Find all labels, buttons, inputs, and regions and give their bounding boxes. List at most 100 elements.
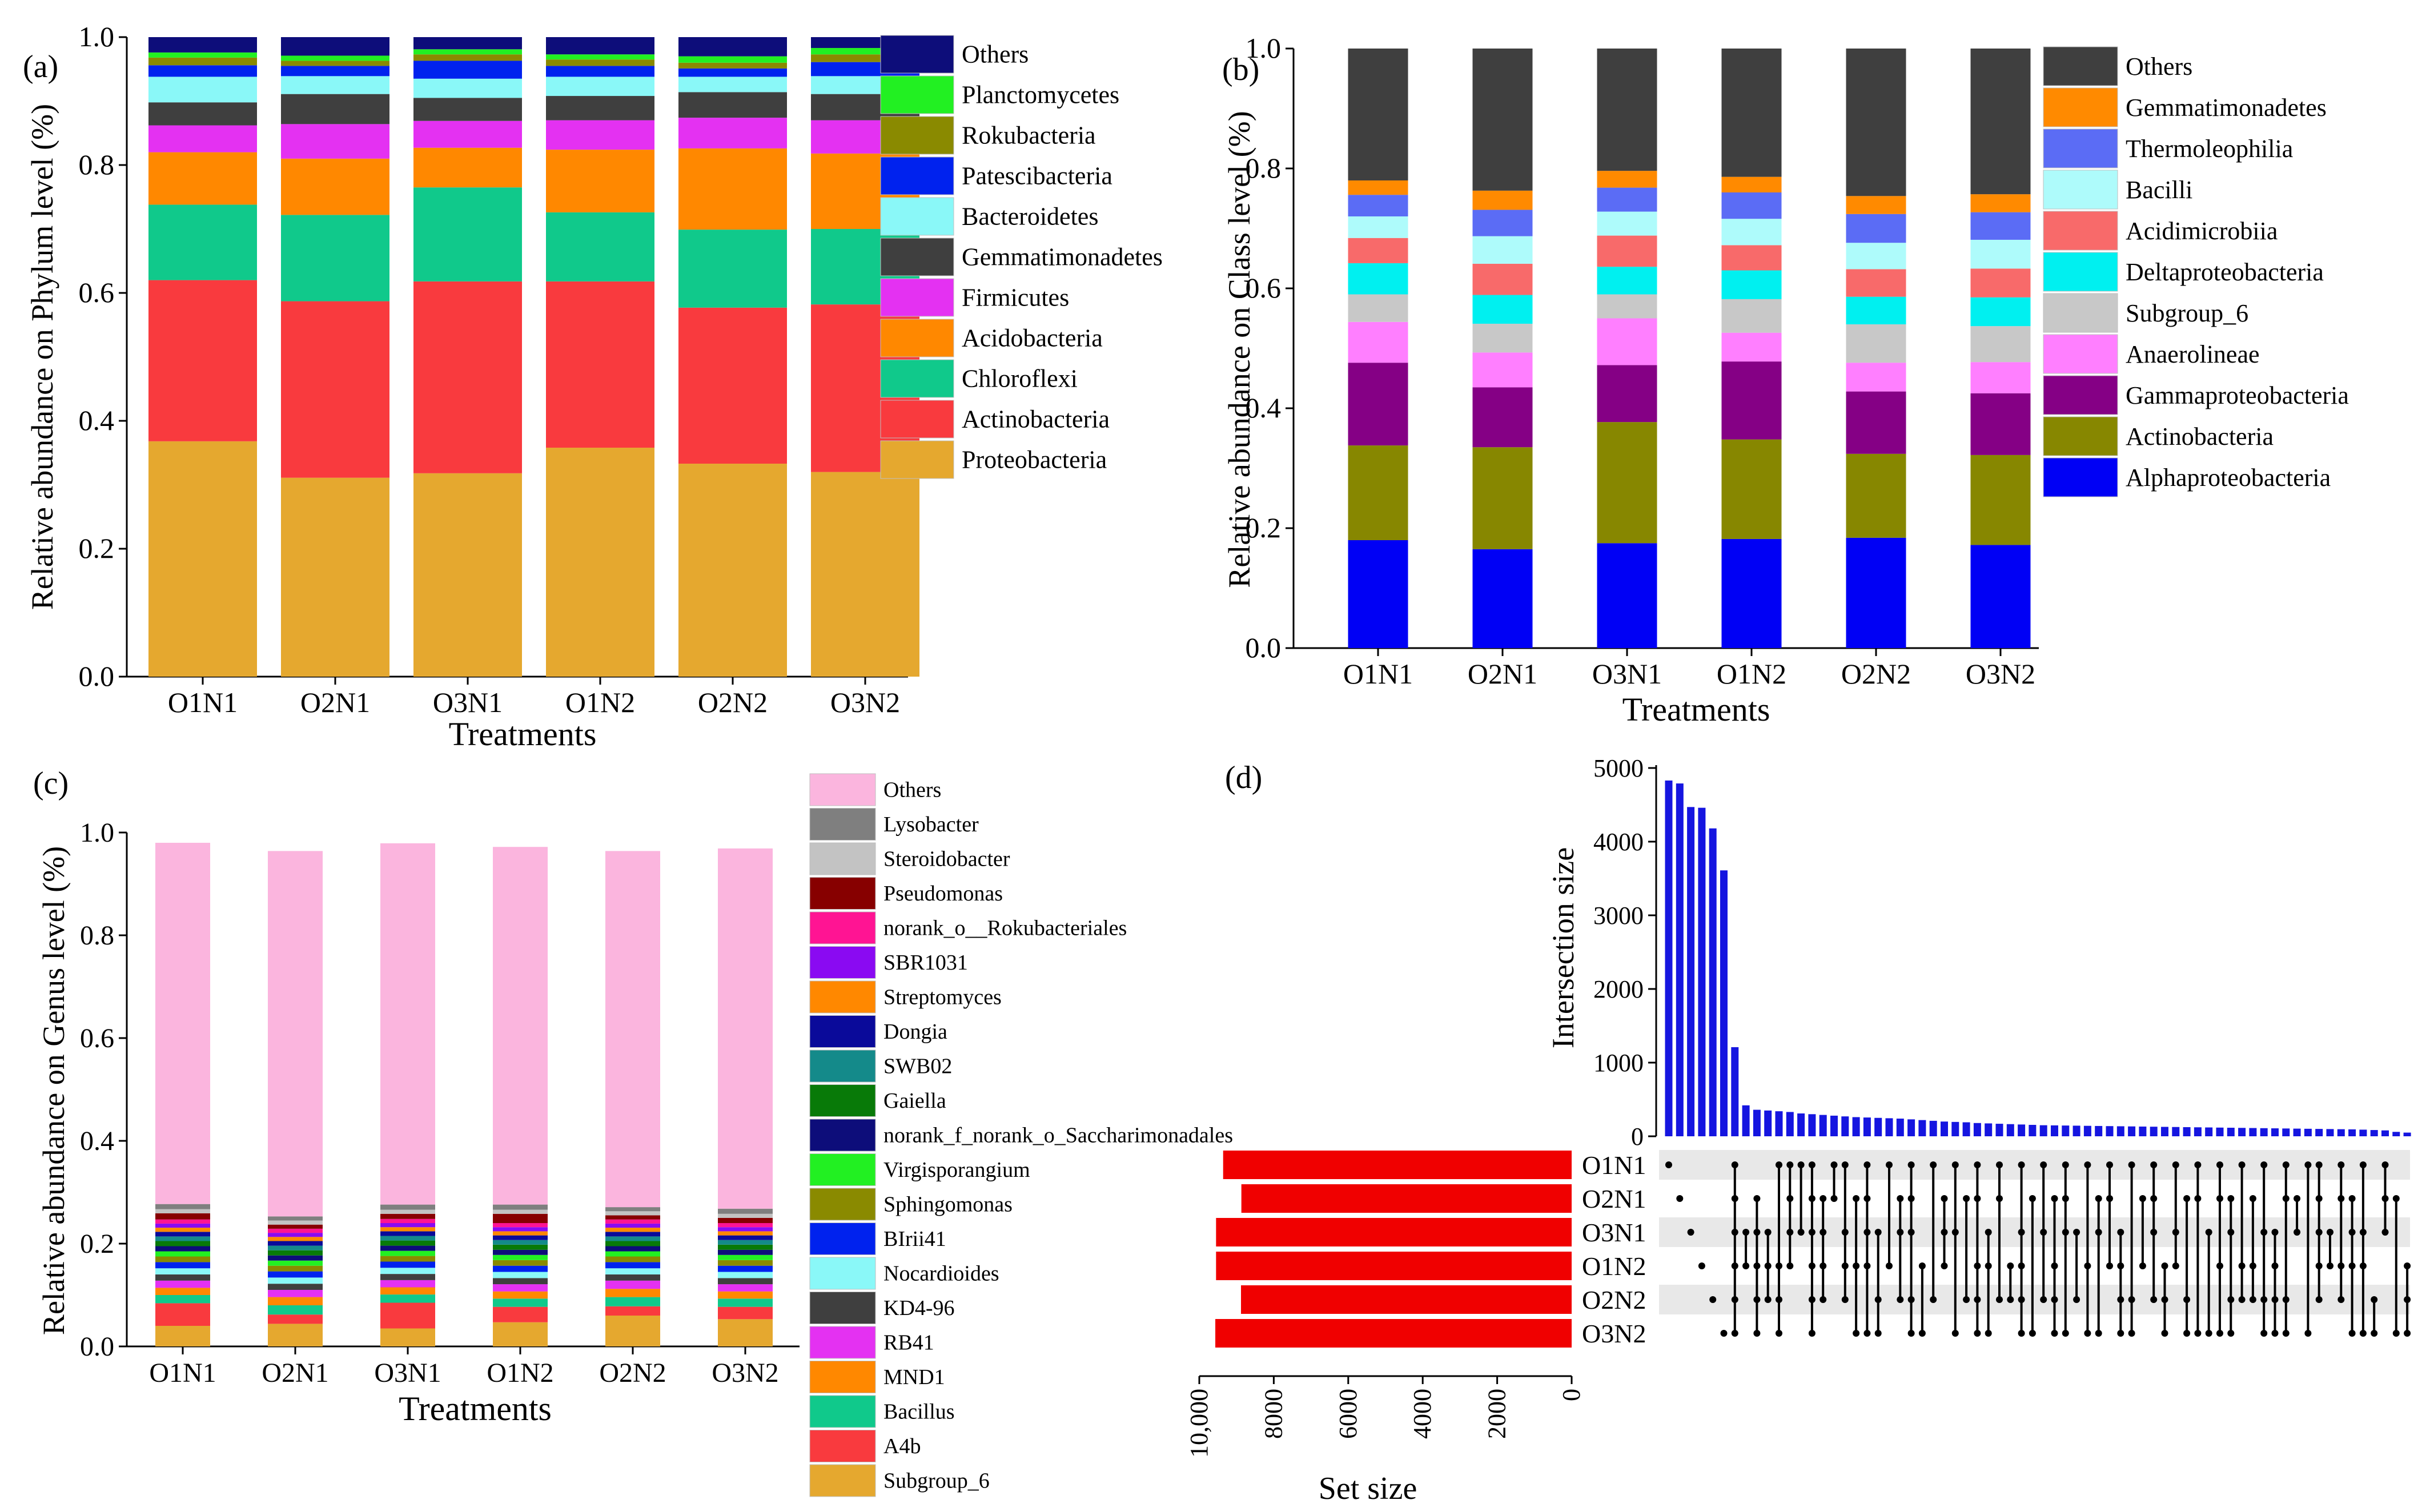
legend-label-bacillus: Bacillus	[883, 1400, 955, 1423]
legend-label-swb02: SWB02	[883, 1054, 952, 1078]
bar-gaiella-o3n2	[718, 1244, 773, 1250]
legend-swatch-streptomyces	[809, 980, 876, 1014]
bar-chloroflexi-o1n2	[546, 212, 654, 282]
bar-patescibacteria-o3n1	[413, 61, 522, 79]
bar-planctomycetes-o2n1	[281, 55, 389, 61]
y-tick-label: 0.4	[79, 404, 115, 436]
matrix-dot	[1985, 1229, 1992, 1236]
bar-thermoleophilia-o1n2	[1721, 192, 1782, 219]
panel-b-plot: 0.00.20.40.60.81.0 O1N1 O2N1 O3N1 O1N2 O2N2 O…	[1222, 32, 2349, 728]
panel-d-matrix	[1665, 1161, 2411, 1337]
y-tick-label: 0.0	[80, 1332, 114, 1362]
panel-a-x-ticks: O1N1 O2N1 O3N1 O1N2 O2N2 O3N2	[168, 677, 900, 718]
bar-deltaproteobacteria-o2n2	[1846, 296, 1906, 324]
legend-swatch-lysobacter	[809, 808, 876, 841]
bar-chloroflexi-o1n1	[148, 204, 257, 280]
bar-mnd1-o3n1	[380, 1287, 435, 1295]
matrix-dot	[1808, 1229, 1816, 1236]
matrix-dot	[2282, 1161, 2290, 1168]
matrix-dot	[1941, 1262, 1948, 1269]
bar-norank-o-rokubacteriales-o1n2	[493, 1223, 548, 1228]
bar-rokubacteria-o2n1	[281, 61, 389, 66]
legend-label-dongia: Dongia	[883, 1020, 947, 1044]
bar-norank-o-rokubacteriales-o1n1	[155, 1219, 210, 1224]
matrix-dot	[1974, 1195, 1981, 1202]
bar-subgroup-6-o1n2	[493, 1322, 548, 1346]
panel-c-y-axis-label: Relative abundance on Genus level (%)	[37, 846, 71, 1335]
bar-actinobacteria-o2n2	[678, 307, 787, 464]
legend-label-alphaproteobacteria: Alphaproteobacteria	[2126, 464, 2331, 492]
matrix-dot	[2029, 1195, 2036, 1202]
intersection-bar	[2139, 1126, 2147, 1136]
panel-d-x-axis-label: Set size	[1319, 1471, 1417, 1506]
matrix-dot	[2029, 1330, 2036, 1337]
bar-sbr1031-o2n1	[268, 1233, 323, 1237]
bar-a4b-o1n2	[493, 1306, 548, 1322]
bar-lysobacter-o2n2	[605, 1207, 660, 1212]
y-tick-label: 0.0	[79, 660, 115, 692]
bar-proteobacteria-o3n2	[811, 472, 919, 677]
matrix-dot	[1951, 1161, 1959, 1168]
x-tick-label: 6000	[1334, 1389, 1362, 1439]
intersection-bar	[1941, 1121, 1948, 1136]
bar-firmicutes-o1n1	[148, 125, 257, 152]
bar-virgisporangium-o3n1	[380, 1250, 435, 1256]
y-tick-label: 0.6	[1246, 272, 1282, 304]
intersection-bar	[1731, 1047, 1739, 1136]
intersection-bar	[2403, 1132, 2411, 1136]
bar-rokubacteria-o3n1	[413, 54, 522, 61]
bar-anaerolineae-o1n2	[1721, 332, 1782, 362]
intersection-bar	[2095, 1125, 2103, 1136]
legend-label-streptomyces: Streptomyces	[883, 985, 1002, 1009]
x-tick-label: O1N1	[1343, 658, 1413, 690]
bar-bacillus-o2n2	[605, 1297, 660, 1306]
x-tick-label: 0	[1557, 1389, 1585, 1401]
y-tick-label: 4000	[1593, 828, 1644, 856]
bar-thermoleophilia-o2n1	[1472, 210, 1533, 236]
matrix-dot	[2018, 1161, 2025, 1168]
bar-thermoleophilia-o2n2	[1846, 214, 1906, 243]
bar-subgroup-6-o2n1	[268, 1324, 323, 1346]
bar-others-o1n1	[148, 37, 257, 53]
panel-c-bars	[155, 843, 773, 1346]
intersection-bar	[1819, 1115, 1827, 1136]
matrix-dot	[2348, 1330, 2356, 1337]
bar-patescibacteria-o1n1	[148, 65, 257, 77]
legend-swatch-actinobacteria	[880, 400, 954, 439]
panel-c-plot: 0.00.20.40.60.81.0 O1N1 O2N1 O3N1 O1N2 O2N2 O…	[37, 773, 1233, 1497]
bar-firmicutes-o2n2	[678, 118, 787, 148]
matrix-dot	[2271, 1296, 2279, 1303]
matrix-dot	[1776, 1296, 1782, 1303]
matrix-dot	[2117, 1330, 2124, 1337]
bar-others-o3n2	[1970, 49, 2031, 195]
bar-acidobacteria-o2n2	[678, 148, 787, 230]
matrix-dot	[2271, 1330, 2279, 1337]
x-tick-label: 2000	[1483, 1389, 1511, 1439]
set-label-o3n2: O3N2	[1582, 1319, 1646, 1348]
matrix-dot	[1742, 1229, 1750, 1236]
matrix-dot	[1776, 1330, 1782, 1337]
bar-chloroflexi-o3n1	[413, 187, 522, 282]
matrix-dot	[2249, 1195, 2256, 1202]
bar-others-o2n2	[678, 37, 787, 57]
matrix-dot	[2359, 1330, 2367, 1337]
x-tick-label: O2N2	[599, 1358, 666, 1388]
bar-streptomyces-o2n1	[268, 1237, 323, 1241]
matrix-dot	[1941, 1195, 1948, 1202]
intersection-bar	[2106, 1126, 2114, 1136]
legend-swatch-norank-f-norank-o-saccharimonadales	[809, 1119, 876, 1152]
bar-bacteroidetes-o2n1	[281, 76, 389, 94]
intersection-bar	[2006, 1124, 2014, 1136]
bar-norank-f-norank-o-saccharimonadales-o2n1	[268, 1255, 323, 1261]
matrix-dot	[1753, 1330, 1761, 1337]
bar-proteobacteria-o2n2	[678, 464, 787, 677]
bar-anaerolineae-o3n2	[1970, 362, 2031, 393]
bar-virgisporangium-o3n2	[718, 1254, 773, 1260]
matrix-dot	[2260, 1330, 2268, 1337]
bar-steroidobacter-o1n1	[155, 1209, 210, 1213]
matrix-dot	[2073, 1229, 2080, 1236]
set-size-bar-o1n2	[1216, 1252, 1572, 1280]
legend-label-rb41: RB41	[883, 1330, 934, 1354]
bar-dongia-o2n2	[605, 1232, 660, 1237]
